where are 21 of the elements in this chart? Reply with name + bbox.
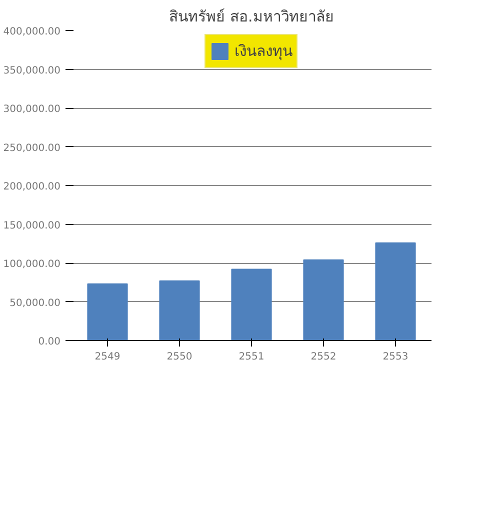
legend-label: เงินลงทุน [234,41,292,62]
y-tick-label: 0.00 [38,336,60,348]
bar [87,283,128,340]
x-tick-label: 2550 [166,352,192,362]
y-tick-label: 100,000.00 [3,259,61,270]
bar [159,280,200,340]
y-tick-label: 150,000.00 [3,220,61,232]
y-tick-label: 350,000.00 [3,65,61,76]
y-tick-label: 400,000.00 [3,26,61,38]
bar [375,242,416,340]
chart-title: สินทรัพย์ สอ.มหาวิทยาลัย [169,8,334,26]
y-tick-label: 200,000.00 [3,182,61,192]
bar [303,259,344,340]
x-tick-label: 2551 [238,352,264,362]
y-tick-label: 300,000.00 [3,104,61,115]
x-tick-label: 2552 [310,352,336,362]
x-tick-label: 2553 [382,352,408,362]
y-tick-label: 250,000.00 [3,142,61,154]
bar [231,268,272,340]
x-tick-label: 2549 [94,352,120,362]
y-tick-label: 50,000.00 [10,298,61,309]
